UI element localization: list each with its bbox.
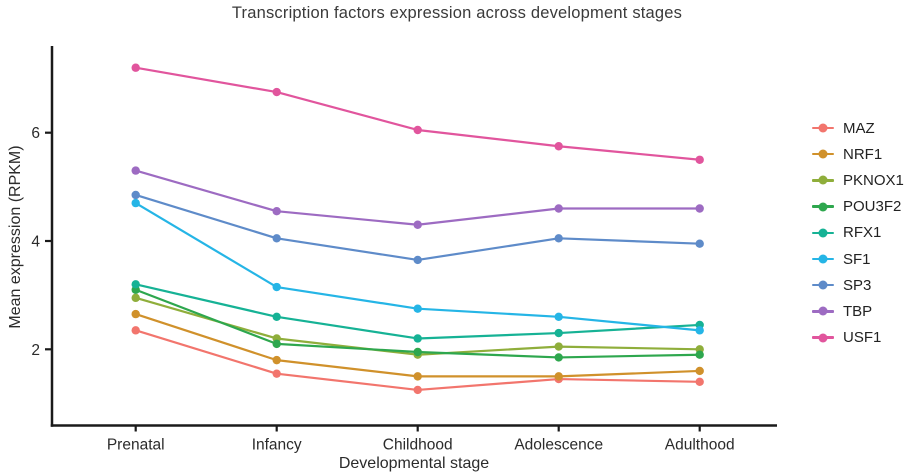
y-tick-label: 2: [31, 342, 40, 359]
legend: MAZ NRF1 PKNOX1 POU3F2 RFX1 SF1 SP3 TBP USF1: [812, 115, 904, 351]
legend-dot-icon: [818, 175, 828, 185]
legend-label: SP3: [843, 276, 872, 294]
data-point-nrf1: [695, 366, 704, 376]
data-point-maz: [413, 385, 422, 395]
data-point-tbp: [695, 204, 704, 213]
data-point-usf1: [695, 155, 704, 164]
data-point-rfx1: [413, 334, 422, 343]
x-tick-label: Childhood: [383, 437, 453, 454]
legend-dot-icon: [818, 306, 828, 316]
data-point-usf1: [554, 142, 563, 151]
data-point-nrf1: [131, 309, 140, 319]
legend-item-nrf1: NRF1: [812, 141, 904, 167]
data-point-sp3: [554, 234, 563, 243]
x-tick-label: Adolescence: [514, 437, 603, 454]
data-point-tbp: [413, 220, 422, 229]
legend-item-sp3: SP3: [812, 272, 904, 298]
data-point-usf1: [131, 63, 140, 72]
data-point-nrf1: [554, 372, 563, 381]
data-point-maz: [272, 369, 281, 378]
legend-marker-icon: [812, 123, 834, 133]
data-point-pou3f2: [554, 353, 563, 362]
y-tick-label: 4: [31, 234, 40, 251]
legend-dot-icon: [818, 149, 828, 159]
series-line-tbp: [134, 169, 701, 226]
legend-marker-icon: [812, 280, 834, 290]
data-point-rfx1: [272, 312, 281, 322]
x-tick-label: Prenatal: [107, 437, 165, 454]
data-point-sp3: [131, 190, 140, 200]
x-tick-label: Adulthood: [665, 437, 735, 454]
legend-item-sf1: SF1: [812, 246, 904, 272]
legend-label: POU3F2: [843, 198, 902, 216]
data-point-sf1: [554, 312, 563, 322]
data-point-pknox1: [131, 293, 140, 303]
data-point-sp3: [695, 239, 704, 248]
legend-item-tbp: TBP: [812, 298, 904, 324]
x-axis-title: Developmental stage: [338, 455, 490, 472]
legend-item-pknox1: PKNOX1: [812, 167, 904, 193]
data-point-tbp: [272, 207, 281, 216]
legend-item-usf1: USF1: [812, 325, 904, 351]
data-point-tbp: [554, 204, 563, 213]
y-axis-title: Mean expression (RPKM): [7, 145, 24, 329]
legend-label: PKNOX1: [843, 171, 904, 189]
data-point-sf1: [272, 282, 281, 292]
legend-label: TBP: [843, 302, 873, 320]
legend-marker-icon: [812, 202, 834, 212]
data-point-usf1: [413, 125, 422, 135]
data-point-sf1: [131, 198, 140, 208]
data-point-sf1: [695, 326, 704, 335]
data-point-sp3: [413, 255, 422, 265]
x-tick-label: Infancy: [252, 437, 302, 454]
legend-marker-icon: [812, 254, 834, 264]
data-point-sp3: [272, 234, 281, 243]
legend-marker-icon: [812, 228, 834, 238]
data-point-pou3f2: [272, 339, 281, 349]
data-point-pknox1: [554, 342, 563, 351]
legend-dot-icon: [818, 123, 828, 133]
legend-item-maz: MAZ: [812, 115, 904, 141]
data-point-nrf1: [272, 355, 281, 365]
data-point-nrf1: [413, 372, 422, 381]
legend-dot-icon: [818, 280, 828, 290]
data-point-pou3f2: [413, 347, 422, 357]
data-point-sf1: [413, 304, 422, 313]
legend-item-rfx1: RFX1: [812, 220, 904, 246]
data-point-maz: [695, 377, 704, 386]
series-line-nrf1: [134, 313, 701, 378]
data-point-rfx1: [131, 280, 140, 289]
y-tick-label: 6: [31, 125, 40, 142]
legend-dot-icon: [818, 202, 828, 212]
chart-title: Transcription factors expression across …: [231, 4, 683, 22]
legend-marker-icon: [812, 175, 834, 185]
legend-label: USF1: [843, 329, 882, 347]
data-point-maz: [131, 326, 140, 335]
legend-item-pou3f2: POU3F2: [812, 194, 904, 220]
legend-label: NRF1: [843, 145, 883, 163]
legend-label: MAZ: [843, 119, 875, 137]
legend-marker-icon: [812, 149, 834, 159]
data-point-tbp: [131, 166, 140, 175]
legend-dot-icon: [818, 333, 828, 343]
legend-label: SF1: [843, 250, 871, 268]
legend-label: RFX1: [843, 224, 882, 242]
legend-marker-icon: [812, 306, 834, 316]
legend-dot-icon: [818, 254, 828, 264]
legend-marker-icon: [812, 333, 834, 343]
data-point-pou3f2: [695, 350, 704, 359]
data-point-usf1: [272, 87, 281, 97]
data-point-rfx1: [554, 328, 563, 338]
legend-dot-icon: [818, 228, 828, 238]
series-line-usf1: [134, 66, 701, 161]
